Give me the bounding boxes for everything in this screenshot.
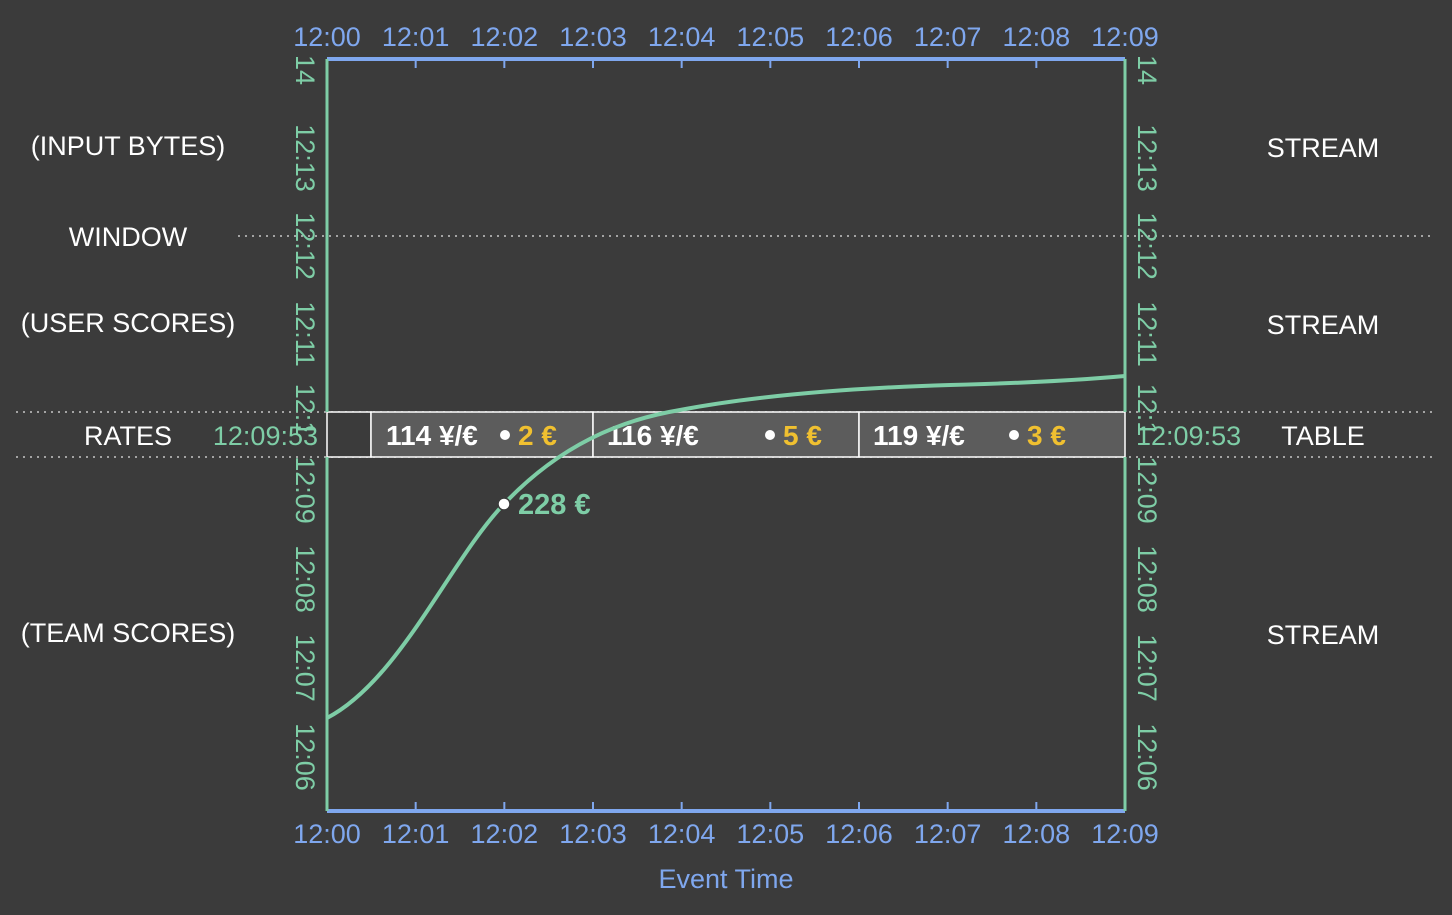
result-curve xyxy=(326,374,1126,720)
processing-time-tick-right: 12:07 xyxy=(1132,634,1162,702)
rate-cell-3-amount: 3 € xyxy=(1027,420,1066,451)
right-label-table: TABLE xyxy=(1281,421,1365,451)
event-time-tick-label-top: 12:00 xyxy=(293,22,361,52)
event-time-ticks: 12:00 12:00 12:01 12:01 12:02 12:02 12:03 12:03… xyxy=(293,22,1159,849)
rate-cell-1-amount: 2 € xyxy=(518,420,557,451)
processing-time-tick-left: 12:12 xyxy=(290,212,320,280)
processing-time-tick-right: 12:08 xyxy=(1132,545,1162,613)
event-time-tick-label-top: 12:05 xyxy=(737,22,805,52)
rate-cell-3-rate: 119 ¥/€ xyxy=(873,420,965,451)
table-time-left: 12:09:53 xyxy=(213,421,318,451)
event-time-tick-label-bottom: 12:07 xyxy=(914,819,982,849)
processing-time-ticks: 14 14 12:13 12:13 12:12 12:12 12:11 12:11 12:1 12… xyxy=(290,55,1162,791)
row-label-user-scores: (USER SCORES) xyxy=(21,308,236,338)
event-time-tick-label-top: 12:07 xyxy=(914,22,982,52)
event-time-tick-label-top: 12:01 xyxy=(382,22,450,52)
rate-cell-3 xyxy=(858,411,1126,458)
event-time-tick-label-bottom: 12:09 xyxy=(1091,819,1159,849)
event-time-tick-label-bottom: 12:08 xyxy=(1003,819,1071,849)
event-time-tick-label-bottom: 12:02 xyxy=(471,819,539,849)
processing-time-tick-right: 12:1 xyxy=(1132,384,1162,437)
event-time-tick-label-bottom: 12:05 xyxy=(737,819,805,849)
rates-table: 114 ¥/€ 2 € 116 ¥/€ 5 € 119 ¥/€ 3 € xyxy=(326,411,1126,458)
event-time-tick-label-bottom: 12:04 xyxy=(648,819,716,849)
event-time-tick-label-top: 12:08 xyxy=(1003,22,1071,52)
event-time-tick-label-bottom: 12:00 xyxy=(293,819,361,849)
processing-time-tick-left: 12:11 xyxy=(290,301,320,367)
processing-time-tick-left: 12:08 xyxy=(290,545,320,613)
rate-cell-2-dot xyxy=(765,430,775,440)
event-time-tick-label-bottom: 12:03 xyxy=(559,819,627,849)
event-time-tick-label-bottom: 12:01 xyxy=(382,819,450,849)
rate-cell-1 xyxy=(370,411,594,458)
processing-time-tick-right: 12:09 xyxy=(1132,456,1162,524)
rate-cell-empty xyxy=(326,411,372,458)
event-time-tick-label-top: 12:06 xyxy=(825,22,893,52)
event-time-tick-label-top: 12:04 xyxy=(648,22,716,52)
event-time-tick-label-top: 12:09 xyxy=(1091,22,1159,52)
row-label-rates: RATES xyxy=(84,421,172,451)
row-label-input-bytes: (INPUT BYTES) xyxy=(31,131,226,161)
event-time-tick-label-top: 12:02 xyxy=(471,22,539,52)
output-point xyxy=(497,497,511,511)
processing-time-tick-left: 14 xyxy=(290,55,320,85)
processing-time-tick-left: 12:13 xyxy=(290,124,320,192)
processing-time-tick-right: 12:11 xyxy=(1132,301,1162,367)
processing-time-tick-left: 12:1 xyxy=(290,384,320,437)
processing-time-tick-left: 12:06 xyxy=(290,723,320,791)
row-label-window: WINDOW xyxy=(69,222,188,252)
rate-cell-1-rate: 114 ¥/€ xyxy=(386,420,478,451)
processing-time-tick-right: 14 xyxy=(1132,55,1162,85)
event-time-tick-label-top: 12:03 xyxy=(559,22,627,52)
processing-time-tick-right: 12:13 xyxy=(1132,124,1162,192)
right-label-stream-bottom: STREAM xyxy=(1267,620,1380,650)
right-label-stream-middle: STREAM xyxy=(1267,310,1380,340)
rate-cell-1-dot xyxy=(500,430,510,440)
event-time-tick-label-bottom: 12:06 xyxy=(825,819,893,849)
rate-cell-3-dot xyxy=(1009,430,1019,440)
rate-cell-2-amount: 5 € xyxy=(783,420,822,451)
row-label-team-scores: (TEAM SCORES) xyxy=(21,618,236,648)
processing-time-tick-left: 12:07 xyxy=(290,634,320,702)
processing-time-tick-left: 12:09 xyxy=(290,456,320,524)
processing-time-tick-right: 12:06 xyxy=(1132,723,1162,791)
event-time-axis-title: Event Time xyxy=(658,864,793,894)
right-label-stream-top: STREAM xyxy=(1267,133,1380,163)
processing-time-tick-right: 12:12 xyxy=(1132,212,1162,280)
output-value: 228 € xyxy=(518,489,591,521)
table-time-right: 12:09:53 xyxy=(1136,421,1241,451)
